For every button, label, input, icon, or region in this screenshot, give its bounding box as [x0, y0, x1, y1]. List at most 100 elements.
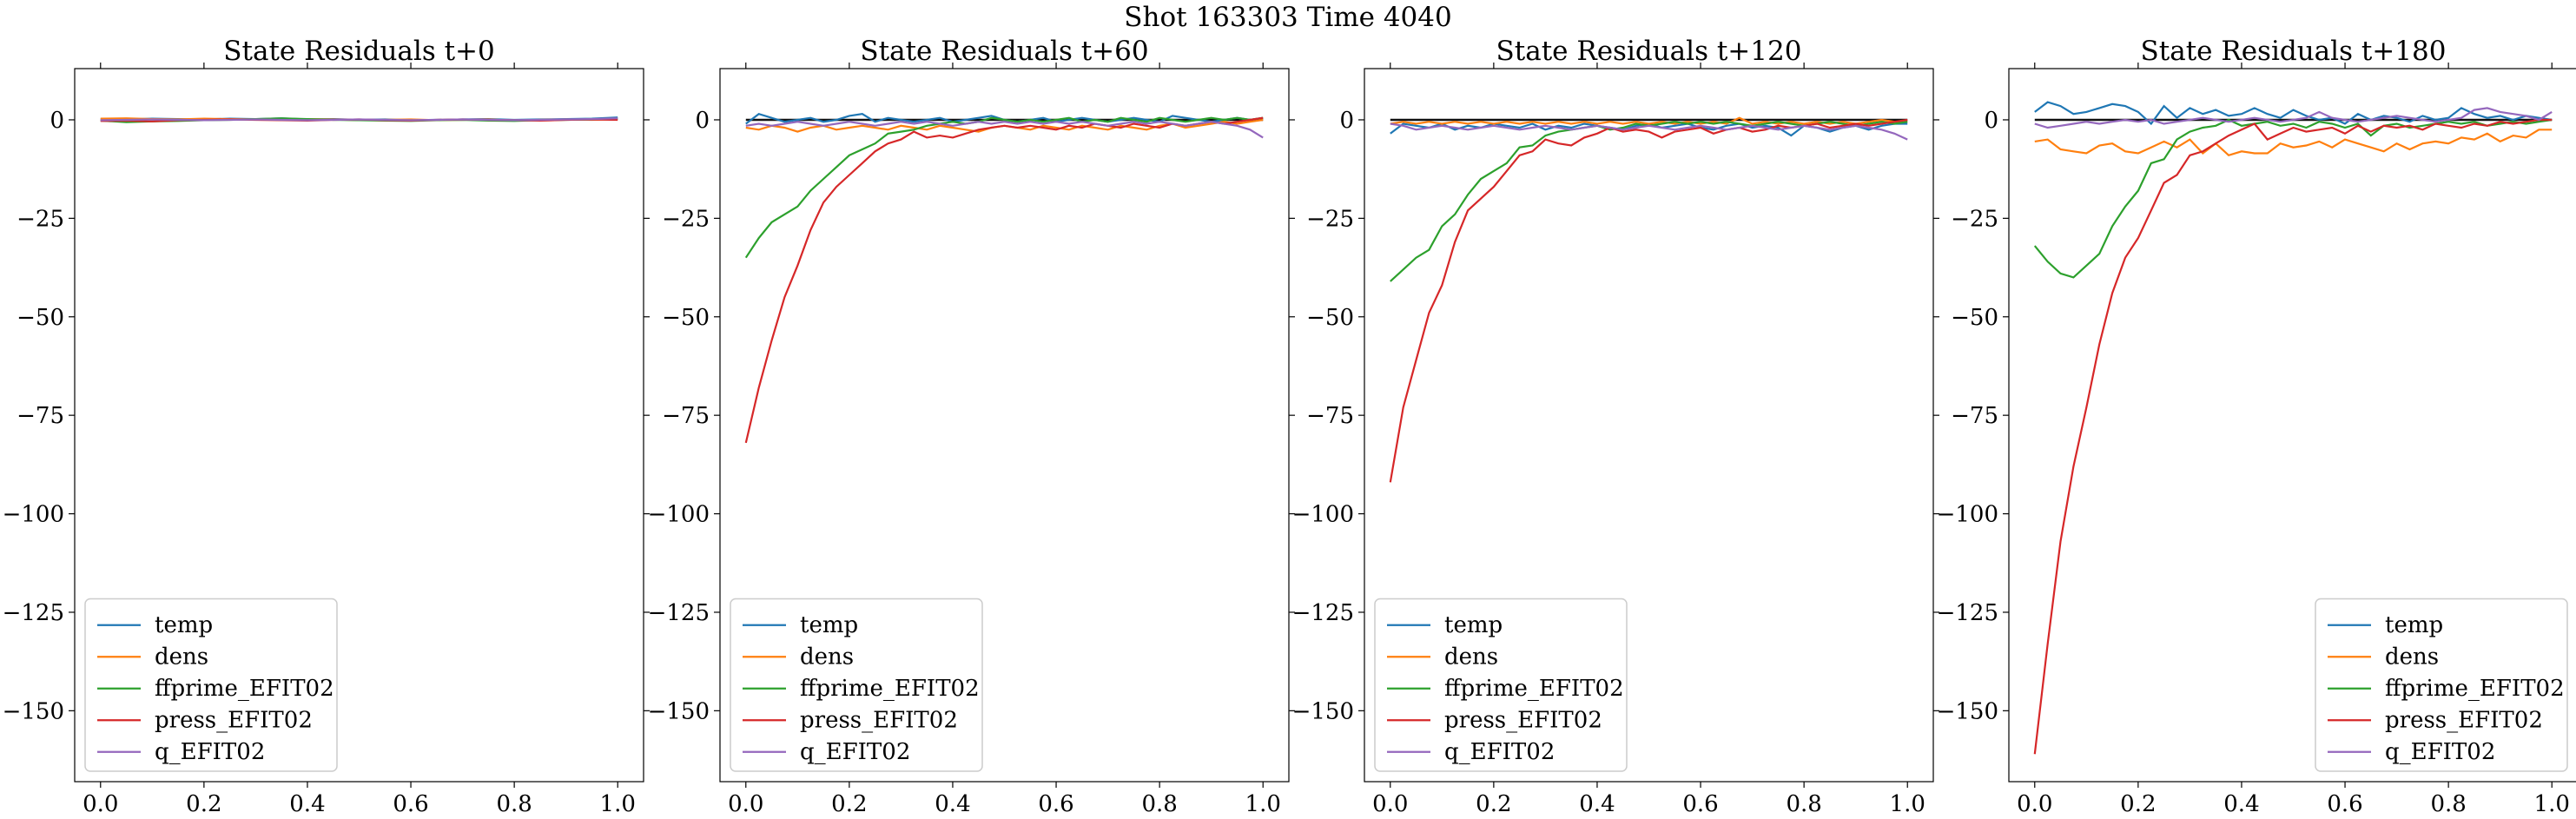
y-tick-label: 0 — [1339, 108, 1354, 134]
y-tick-label: −50 — [1951, 305, 1998, 331]
x-tick-label: 0.8 — [2430, 791, 2466, 817]
legend-label: dens — [155, 644, 208, 670]
legend-label: temp — [1444, 612, 1503, 638]
series-line-temp — [2034, 101, 2553, 126]
y-tick-label: −150 — [1937, 698, 1998, 724]
legend-label: dens — [800, 644, 854, 670]
x-tick-label: 0.8 — [1786, 791, 1821, 817]
legend-label: dens — [1444, 644, 1498, 670]
legend-label: temp — [155, 612, 213, 638]
legend-box — [1374, 598, 1628, 772]
legend-label: ffprime_EFIT02 — [155, 676, 334, 702]
x-tick-label: 0.0 — [83, 791, 118, 817]
series-line-q-efit02 — [100, 117, 618, 122]
axes-frame — [74, 68, 644, 783]
y-tick-label: 0 — [695, 108, 710, 134]
series-line-press-efit02 — [1389, 118, 1908, 483]
y-tick-label: −100 — [3, 502, 64, 528]
x-tick-label: 0.4 — [935, 791, 970, 817]
series-line-ffprime-efit02 — [1390, 121, 1908, 282]
y-tick-label: −125 — [1292, 600, 1354, 626]
y-tick-label: −100 — [1937, 502, 1998, 528]
x-tick-label: 0.4 — [1579, 791, 1615, 817]
axes-frame — [2008, 68, 2576, 783]
y-tick-label: −50 — [1306, 305, 1354, 331]
chart-title: State Residuals t+120 — [1496, 36, 1802, 67]
chart-panel-3: State Residuals t+180 0 −25 −50 −75 −100 −125 −… — [1937, 36, 2576, 817]
legend-label: q_EFIT02 — [155, 739, 265, 765]
y-tick-label: −75 — [17, 403, 64, 429]
series-line-ffprime-efit02 — [744, 116, 1264, 259]
y-tick-label: −150 — [1292, 698, 1354, 724]
legend-box — [730, 598, 983, 772]
legend-label: q_EFIT02 — [1444, 739, 1555, 765]
x-tick-label: 0.6 — [2327, 791, 2362, 817]
x-tick-label: 0.4 — [289, 791, 325, 817]
x-tick-label: 1.0 — [1890, 791, 1925, 817]
x-tick-label: 1.0 — [2534, 791, 2570, 817]
figure-suptitle: Shot 163303 Time 4040 — [1124, 2, 1452, 33]
chart-title: State Residuals t+0 — [223, 36, 494, 67]
series-line-q-efit02 — [2034, 107, 2553, 129]
x-tick-label: 0.2 — [186, 791, 221, 817]
legend: temp dens ffprime_EFIT02 press_EFIT02 q_EFIT… — [730, 598, 983, 772]
y-tick-label: −100 — [648, 502, 710, 528]
legend-label: ffprime_EFIT02 — [1444, 676, 1624, 702]
x-tick-label: 0.2 — [831, 791, 867, 817]
x-tick-label: 0.6 — [393, 791, 428, 817]
y-tick-label: −25 — [662, 206, 710, 232]
series-line-dens — [2034, 129, 2553, 157]
series-line-ffprime-efit02 — [2033, 118, 2553, 279]
series-line-q-efit02 — [1390, 122, 1908, 141]
legend: temp dens ffprime_EFIT02 press_EFIT02 q_EFIT… — [84, 598, 338, 772]
x-tick-label: 0.6 — [1038, 791, 1073, 817]
legend-label: ffprime_EFIT02 — [2385, 676, 2565, 702]
axes-frame — [1364, 68, 1934, 783]
y-tick-label: −125 — [648, 600, 710, 626]
legend-label: temp — [2385, 612, 2443, 638]
x-tick-label: 0.8 — [1141, 791, 1177, 817]
y-tick-label: −25 — [1951, 206, 1998, 232]
y-tick-label: −25 — [1306, 206, 1354, 232]
x-tick-label: 0.4 — [2223, 791, 2259, 817]
x-tick-label: 1.0 — [1245, 791, 1281, 817]
y-tick-label: −150 — [648, 698, 710, 724]
series-line-press-efit02 — [2033, 118, 2553, 755]
x-tick-label: 0.2 — [2120, 791, 2156, 817]
series-line-press-efit02 — [744, 116, 1264, 444]
legend-label: q_EFIT02 — [2385, 739, 2495, 765]
chart-panel-1: State Residuals t+60 0 −25 −50 −75 −100 −125 −1… — [648, 36, 1295, 817]
chart-panel-0: State Residuals t+0 0 −25 −50 −75 −100 −125 −15… — [3, 36, 650, 817]
x-tick-label: 0.2 — [1476, 791, 1511, 817]
legend-label: ffprime_EFIT02 — [800, 676, 980, 702]
y-tick-label: 0 — [50, 108, 64, 134]
y-tick-label: −125 — [3, 600, 64, 626]
y-tick-label: −75 — [1951, 403, 1998, 429]
axes-frame — [719, 68, 1290, 783]
legend-box — [84, 598, 338, 772]
x-tick-label: 1.0 — [600, 791, 636, 817]
y-tick-label: −75 — [662, 403, 710, 429]
legend-label: press_EFIT02 — [1444, 707, 1602, 733]
chart-title: State Residuals t+60 — [860, 36, 1148, 67]
y-tick-label: 0 — [1984, 108, 1998, 134]
legend-label: temp — [800, 612, 858, 638]
legend: temp dens ffprime_EFIT02 press_EFIT02 q_EFIT… — [1374, 598, 1628, 772]
legend-label: q_EFIT02 — [800, 739, 910, 765]
chart-panel-2: State Residuals t+120 0 −25 −50 −75 −100 −125 −… — [1292, 36, 1939, 817]
y-tick-label: −25 — [17, 206, 64, 232]
x-tick-label: 0.0 — [2017, 791, 2052, 817]
legend-label: dens — [2385, 644, 2439, 670]
x-tick-label: 0.0 — [728, 791, 763, 817]
x-tick-label: 0.6 — [1682, 791, 1718, 817]
y-tick-label: −150 — [3, 698, 64, 724]
y-tick-label: −50 — [17, 305, 64, 331]
legend-box — [2315, 598, 2568, 772]
x-tick-label: 0.0 — [1372, 791, 1408, 817]
legend-label: press_EFIT02 — [800, 707, 958, 733]
y-tick-label: −50 — [662, 305, 710, 331]
y-tick-label: −125 — [1937, 600, 1998, 626]
x-tick-label: 0.8 — [496, 791, 532, 817]
legend-label: press_EFIT02 — [2385, 707, 2543, 733]
